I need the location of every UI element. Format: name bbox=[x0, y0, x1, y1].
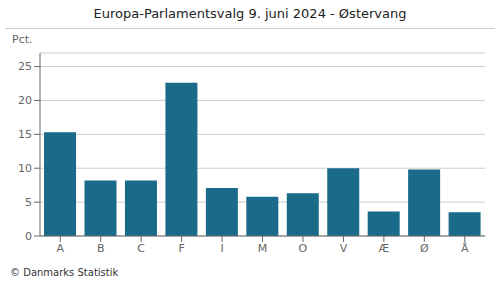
svg-text:15: 15 bbox=[18, 128, 32, 141]
svg-text:20: 20 bbox=[18, 94, 32, 107]
svg-text:C: C bbox=[137, 242, 145, 255]
svg-text:F: F bbox=[178, 242, 184, 255]
html-text:Europa-Parlamentsvalg 9. juni: Europa-Parlamentsvalg 9. juni 2024 - Øst… bbox=[93, 6, 407, 21]
svg-text:M: M bbox=[258, 242, 268, 255]
svg-text:Ø: Ø bbox=[420, 242, 429, 255]
svg-text:I: I bbox=[220, 242, 223, 255]
svg-text:25: 25 bbox=[18, 60, 32, 73]
svg-text:10: 10 bbox=[18, 162, 32, 175]
svg-text:V: V bbox=[340, 242, 348, 255]
svg-text:O: O bbox=[299, 242, 308, 255]
html-text:© Danmarks Statistik: © Danmarks Statistik bbox=[10, 267, 119, 278]
svg-text:A: A bbox=[56, 242, 64, 255]
svg-text:Å: Å bbox=[461, 242, 469, 255]
svg-text:Æ: Æ bbox=[379, 242, 390, 255]
svg-text:0: 0 bbox=[25, 230, 32, 243]
html-text:Pct.: Pct. bbox=[12, 33, 33, 46]
svg-text:B: B bbox=[97, 242, 105, 255]
svg-text:5: 5 bbox=[25, 196, 32, 209]
